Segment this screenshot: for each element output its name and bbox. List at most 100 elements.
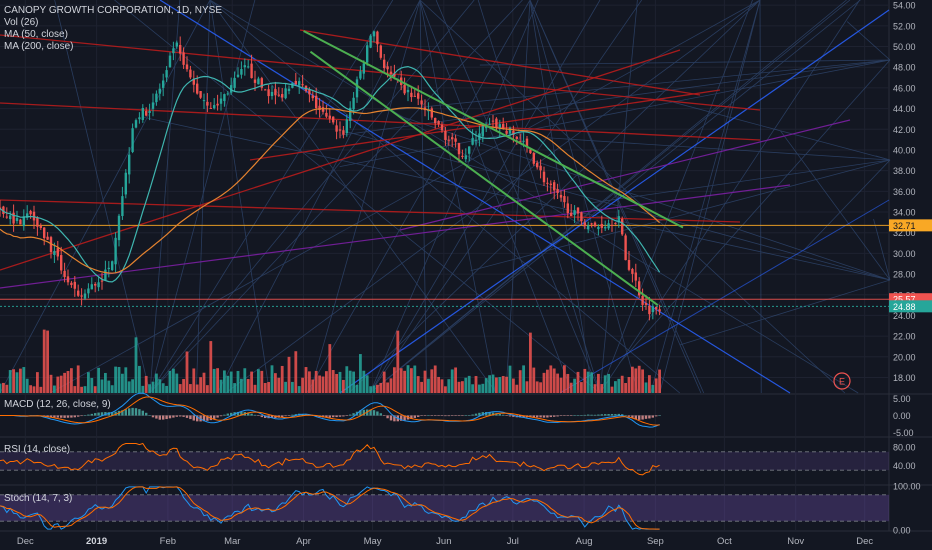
candle-body (94, 283, 97, 286)
volume-bar (566, 373, 570, 393)
candle-body (525, 138, 529, 147)
candle-body (556, 189, 559, 193)
volume-bar (117, 367, 121, 393)
rsi-legend[interactable]: RSI (14, close) (4, 444, 71, 455)
candle-body (138, 117, 141, 120)
candle-body (457, 143, 461, 155)
candle-body (226, 93, 229, 95)
candle-body (621, 218, 624, 235)
candle-body (366, 45, 369, 63)
volume-bar (257, 369, 260, 393)
macd-histogram-bar (213, 415, 216, 419)
volume-bar (658, 369, 661, 393)
time-tick-label: Oct (717, 536, 732, 547)
volume-bar (444, 386, 447, 393)
candle-body (281, 94, 284, 98)
price-tick-label: 28.00 (893, 270, 916, 280)
volume-bar (359, 354, 362, 393)
green-channel-line-1 (309, 50, 659, 306)
gann-line-36 (54, 0, 151, 394)
candle-body (175, 42, 178, 47)
macd-histogram-bar (593, 414, 597, 416)
gann-line-19 (435, 0, 601, 394)
macd-histogram-bar (508, 415, 512, 417)
blue-trendline-up-2 (559, 199, 890, 394)
time-axis: Dec 2019 Feb Mar Apr May Jun Jul Aug Sep Oct Nov Dec (17, 536, 874, 547)
badge-32-71: 32.71 (893, 221, 916, 231)
stoch-legend[interactable]: Stoch (14, 7, 3) (4, 493, 73, 504)
gann-line-27 (369, 0, 539, 394)
candle-body (471, 138, 474, 145)
ma50-legend[interactable]: MA (50, close) (4, 29, 68, 40)
macd-histogram-bar (60, 415, 63, 418)
candle-body (393, 73, 396, 77)
price-tick-label: 42.00 (893, 125, 916, 135)
gann-line-53 (419, 0, 428, 394)
purple-trendline-1 (399, 119, 851, 231)
candle-body (651, 307, 654, 313)
macd-histogram-bar (566, 415, 569, 416)
candle-body (124, 172, 127, 195)
macd-histogram-bar (573, 415, 576, 416)
macd-histogram-bar (349, 414, 352, 416)
gann-line-56 (470, 159, 891, 272)
volume-bar (110, 385, 114, 393)
volume-bar (199, 377, 202, 393)
volume-bar (182, 379, 185, 393)
candle-body (257, 78, 260, 85)
macd-histogram-bar (624, 415, 627, 416)
candle-body (104, 269, 107, 281)
macd-histogram-bar (124, 409, 127, 416)
macd-histogram-bar (614, 414, 617, 416)
candle-body (610, 224, 614, 226)
macd-histogram-bar (257, 415, 260, 416)
symbol-title[interactable]: CANOPY GROWTH CORPORATION, 1D, NYSE (4, 5, 222, 16)
volume-bar (59, 375, 63, 393)
macd-histogram-bar (175, 415, 178, 417)
rsi-pane: 80.00 40.00 (0, 443, 916, 476)
volume-bar (539, 382, 542, 393)
volume-bar (365, 375, 369, 393)
candle-body (335, 125, 338, 132)
candle-body (111, 261, 114, 271)
volume-bar (202, 372, 206, 393)
gann-line-2 (209, 0, 270, 394)
red-trendline-1 (0, 102, 761, 141)
macd-legend[interactable]: MACD (12, 26, close, 9) (4, 399, 111, 410)
volume-bar (328, 344, 332, 393)
volume-bar (151, 381, 155, 393)
candle-body (189, 69, 192, 78)
chart-legend: CANOPY GROWTH CORPORATION, 1D, NYSE Vol … (4, 5, 222, 53)
volume-bar (593, 384, 597, 393)
time-tick-label: 2019 (86, 536, 107, 547)
macd-signal-line (0, 396, 660, 426)
macd-histogram-bar (247, 412, 250, 416)
volume-bar (107, 380, 111, 393)
time-tick-label: Feb (160, 536, 176, 547)
macd-histogram-bar (270, 415, 274, 418)
volume-bar (345, 366, 349, 393)
volume-bar (236, 370, 240, 393)
macd-histogram-bar (338, 415, 342, 417)
ma200-legend[interactable]: MA (200, close) (4, 41, 74, 52)
volume-bar (314, 370, 318, 393)
price-tick-label: 30.00 (893, 249, 916, 259)
candle-body (403, 84, 406, 94)
macd-histogram-bar (644, 415, 648, 419)
macd-histogram-bar (325, 415, 328, 418)
volume-bar (433, 365, 437, 393)
rsi-band (0, 451, 889, 471)
volume-legend[interactable]: Vol (26) (4, 17, 39, 28)
volume-bar (617, 378, 621, 393)
volume-bar (512, 378, 515, 393)
candle-body (372, 31, 376, 37)
macd-histogram-bar (83, 415, 87, 416)
macd-histogram-bar (627, 415, 631, 417)
macd-histogram-bar (335, 415, 338, 418)
macd-histogram-bar (651, 415, 654, 418)
candle-body (359, 71, 362, 79)
gann-line-29 (369, 0, 847, 394)
candle-body (46, 236, 49, 240)
volume-bar (406, 365, 410, 393)
